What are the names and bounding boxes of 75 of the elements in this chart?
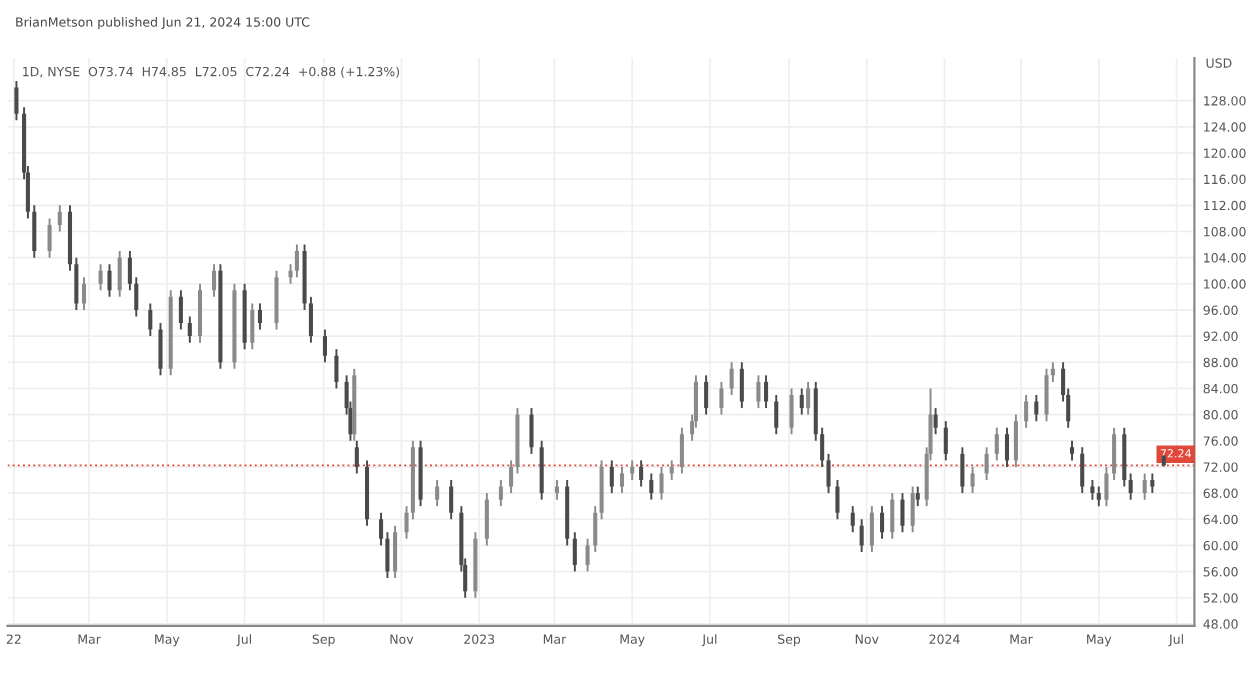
candlestick: [789, 387, 794, 436]
candlestick: [659, 465, 664, 501]
candlestick: [498, 479, 503, 508]
candlestick: [970, 465, 975, 495]
candlestick: [274, 269, 279, 331]
candlestick: [47, 217, 52, 259]
candlestick: [859, 518, 864, 553]
candlestick: [719, 380, 724, 416]
candlestick: [806, 380, 811, 416]
candlestick: [484, 492, 489, 547]
candlestick: [250, 302, 255, 351]
candlestick: [890, 492, 895, 540]
candlestick: [1142, 472, 1147, 501]
candlestick: [910, 485, 915, 534]
candlestick: [529, 407, 534, 455]
candlestick: [1150, 472, 1155, 495]
candlestick: [98, 263, 103, 292]
candlestick: [257, 302, 262, 331]
candlestick: [449, 479, 454, 521]
candlestick: [393, 524, 398, 580]
candlestick: [197, 282, 203, 344]
candlestick: [1069, 439, 1075, 462]
candlestick: [649, 472, 654, 501]
candlestick: [158, 322, 163, 377]
candlestick: [107, 263, 112, 298]
candlestick: [14, 80, 19, 122]
candlestick: [1112, 426, 1117, 481]
candlestick: [880, 505, 885, 540]
candlestick: [609, 459, 614, 495]
candlestick: [81, 276, 87, 311]
candlestick: [1080, 446, 1085, 495]
candlestick: [756, 374, 761, 410]
candlestick: [1004, 426, 1010, 468]
candlestick: [704, 374, 709, 416]
candlestick: [322, 328, 327, 364]
candlestick: [799, 387, 804, 416]
candlestick: [334, 348, 339, 390]
candlestick: [774, 394, 779, 436]
candlestick: [1104, 465, 1109, 508]
candlestick: [900, 492, 905, 534]
candlestick: [1034, 394, 1039, 423]
candlestick: [739, 361, 744, 410]
candlestick: [117, 250, 122, 298]
candlestick: [57, 204, 62, 233]
candlestick: [539, 439, 544, 501]
candlestick: [1128, 472, 1133, 501]
candlestick: [915, 485, 920, 508]
candlestick: [148, 302, 153, 338]
candlestick: [572, 531, 577, 573]
candlestick: [1096, 485, 1101, 508]
candlestick: [679, 426, 684, 475]
candlestick: [178, 289, 183, 331]
candlestick: [639, 459, 644, 488]
candlestick: [850, 505, 855, 534]
candlestick: [585, 537, 590, 573]
candlestick: [187, 315, 192, 344]
candlestick: [729, 361, 734, 396]
candlestick: [619, 465, 625, 495]
candlestick: [994, 426, 999, 462]
candlestick: [960, 446, 965, 495]
candlestick: [835, 479, 840, 521]
candlestick: [435, 479, 440, 508]
candlestick: [294, 243, 299, 279]
candlestick: [1122, 426, 1127, 488]
candlestick: [1044, 367, 1049, 423]
candlestick: [599, 459, 604, 521]
candlestick: [1024, 394, 1029, 429]
candlestick: [933, 407, 938, 436]
candlestick: [943, 420, 948, 462]
candlestick: [764, 374, 769, 410]
candlestick: [593, 505, 598, 553]
candlestick: [212, 263, 217, 298]
candlestick: [984, 446, 989, 481]
candlestick: [869, 505, 874, 553]
candlestick: [1013, 413, 1018, 468]
